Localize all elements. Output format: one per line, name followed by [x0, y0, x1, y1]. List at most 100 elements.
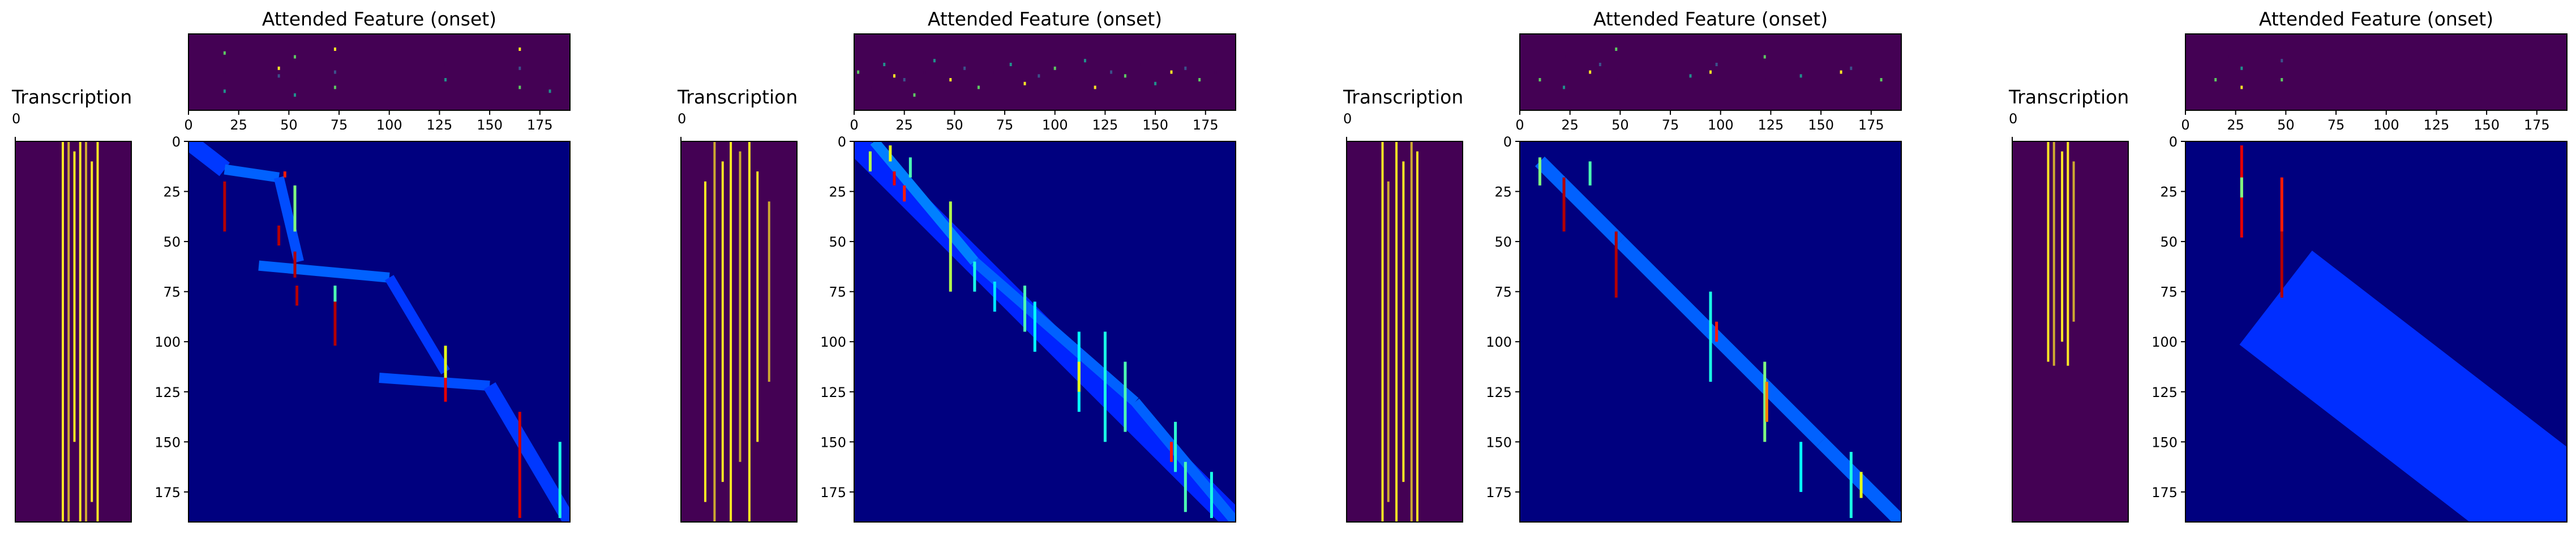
transcription-note	[2067, 141, 2069, 366]
transcription-image	[2012, 141, 2128, 522]
onset-mark	[518, 48, 521, 51]
onset-mark	[333, 85, 336, 89]
transcription-title: Transcription	[11, 86, 132, 108]
onset-mark	[548, 70, 551, 74]
onset-mark	[857, 70, 860, 74]
transcription-note	[748, 141, 751, 522]
transcription-note	[1387, 181, 1390, 502]
onset-image	[188, 34, 570, 110]
onset-mark	[1198, 78, 1201, 81]
onset-mark	[2214, 78, 2217, 81]
x-tick-label: 0	[2181, 117, 2189, 133]
attention-frame	[188, 141, 571, 523]
onset-mark	[1563, 55, 1566, 59]
onset-mark	[1170, 70, 1173, 74]
y-tick-label: 125	[820, 385, 846, 400]
attention-mark	[993, 281, 996, 312]
y-tick-label: 100	[2151, 334, 2178, 350]
x-tick-label: 125	[1758, 117, 1784, 133]
onset-mark	[1589, 70, 1592, 74]
onset-mark	[1094, 85, 1096, 89]
onset-mark	[294, 78, 297, 81]
x-tick-label: 175	[527, 117, 553, 133]
x-tick-label: 175	[1858, 117, 1884, 133]
attention-band	[483, 382, 570, 522]
transcription-note	[730, 141, 732, 522]
onset-frame	[188, 33, 571, 111]
attention-mark	[1174, 421, 1177, 472]
onset-mark	[1615, 78, 1618, 81]
attention-band	[1535, 156, 1625, 247]
onset-mark	[518, 85, 521, 89]
onset-mark	[1880, 78, 1883, 81]
transcription-tick: 0	[2009, 111, 2017, 127]
attention-mark	[333, 286, 337, 302]
y-tick-label: 175	[1486, 485, 1512, 501]
attention-mark	[1765, 382, 1768, 422]
attention-image	[188, 141, 570, 522]
y-tick-label: 175	[155, 485, 181, 501]
onset-mark	[1214, 70, 1217, 74]
y-tick-label: 50	[2160, 234, 2178, 250]
transcription-note	[96, 141, 99, 522]
attention-mark	[1562, 177, 1566, 232]
transcription-note	[91, 161, 93, 502]
attention-mark	[1538, 157, 1541, 185]
attention-band	[385, 275, 450, 374]
attention-frame	[854, 141, 1236, 523]
onset-mark	[933, 59, 936, 63]
onset-mark	[1053, 66, 1056, 70]
y-tick-label: 0	[1503, 134, 1512, 150]
transcription-frame	[15, 141, 132, 523]
onset-mark	[1763, 55, 1766, 59]
onset-mark	[1689, 74, 1692, 78]
onset-mark	[1070, 78, 1073, 81]
onset-title: Attended Feature (onset)	[2259, 8, 2493, 30]
attention-band	[258, 260, 390, 283]
y-tick-label: 0	[838, 134, 846, 150]
y-tick-label: 150	[2151, 434, 2178, 450]
transcription-note	[756, 171, 759, 442]
onset-frame	[2185, 33, 2568, 111]
attention-mark	[949, 201, 952, 292]
onset-mark	[2228, 55, 2231, 59]
attention-mark	[1709, 291, 1712, 382]
attention-mark	[1023, 286, 1027, 332]
onset-title: Attended Feature (onset)	[262, 8, 496, 30]
x-tick-label: 75	[1662, 117, 1679, 133]
x-tick-label: 100	[2373, 117, 2399, 133]
attention-mark	[223, 181, 226, 232]
onset-mark	[1124, 74, 1126, 78]
attention-mark	[1103, 331, 1107, 442]
y-tick-label: 175	[820, 485, 846, 501]
attention-mark	[295, 286, 299, 306]
x-tick-label: 125	[427, 117, 453, 133]
y-tick-label: 150	[1486, 434, 1512, 450]
y-tick-label: 75	[163, 284, 181, 300]
transcription-note	[713, 141, 716, 522]
panel-3: Transcription 0 Attended Feature (onset) 0 2…	[1343, 8, 1902, 523]
attention-mark	[1859, 472, 1863, 498]
onset-mark	[1615, 48, 1618, 51]
x-tick-label: 25	[1561, 117, 1579, 133]
y-tick-label: 50	[1494, 234, 1512, 250]
onset-mark	[1715, 63, 1718, 66]
y-tick-label: 25	[829, 184, 846, 200]
attention-mark	[2280, 231, 2283, 298]
onset-mark	[913, 93, 916, 97]
attention-mark	[1849, 452, 1853, 518]
x-tick-label: 75	[996, 117, 1014, 133]
attention-mark	[868, 151, 872, 172]
onset-frame	[1519, 33, 1902, 111]
attention-band	[273, 176, 304, 263]
y-tick-label: 50	[829, 234, 846, 250]
onset-mark	[993, 70, 996, 74]
transcription-title: Transcription	[1343, 86, 1463, 108]
onset-mark	[1538, 78, 1541, 81]
onset-frame	[854, 33, 1236, 111]
x-tick-label: 100	[1042, 117, 1068, 133]
attention-mark	[908, 157, 912, 178]
x-tick-label: 175	[1193, 117, 1219, 133]
onset-mark	[1154, 81, 1157, 85]
